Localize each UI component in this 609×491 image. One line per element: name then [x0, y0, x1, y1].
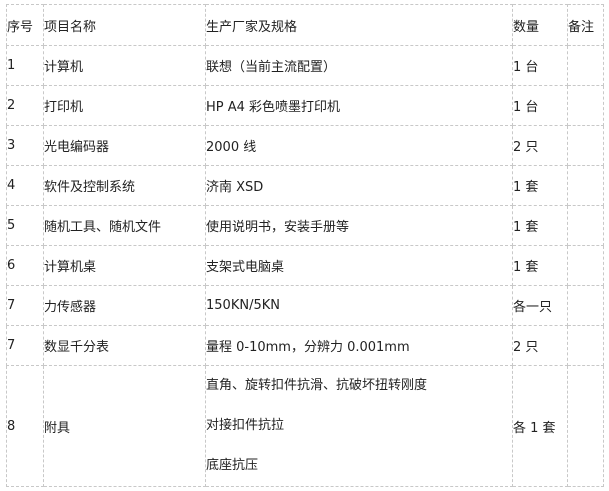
cell-note: [567, 205, 604, 246]
cell-note: [567, 45, 604, 86]
cell-no: 7: [6, 285, 44, 326]
cell-name: 附具: [43, 365, 206, 487]
cell-spec: 直角、旋转扣件抗滑、抗破坏扭转刚度 对接扣件抗拉 底座抗压: [205, 365, 513, 487]
header-qty: 数量: [512, 4, 568, 46]
cell-name: 打印机: [43, 85, 206, 126]
cell-name: 随机工具、随机文件: [43, 205, 206, 246]
table-row: 1 计算机 联想（当前主流配置） 1 台: [6, 45, 604, 86]
table-row: 6 计算机桌 支架式电脑桌 1 套: [6, 245, 604, 286]
cell-qty: 1 台: [512, 85, 568, 126]
cell-note: [567, 325, 604, 366]
cell-note: [567, 285, 604, 326]
header-no: 序号: [6, 4, 44, 46]
cell-qty: 各一只: [512, 285, 568, 326]
cell-spec: HP A4 彩色喷墨打印机: [205, 85, 513, 126]
header-row: 序号 项目名称 生产厂家及规格 数量 备注: [6, 4, 604, 46]
table-row: 4 软件及控制系统 济南 XSD 1 套: [6, 165, 604, 206]
cell-qty: 2 只: [512, 125, 568, 166]
table-row: 7 数显千分表 量程 0-10mm，分辨力 0.001mm 2 只: [6, 325, 604, 366]
cell-spec: 济南 XSD: [205, 165, 513, 206]
header-name: 项目名称: [43, 4, 206, 46]
cell-note: [567, 165, 604, 206]
cell-no: 4: [6, 165, 44, 206]
cell-note: [567, 245, 604, 286]
table-row: 8 附具 直角、旋转扣件抗滑、抗破坏扭转刚度 对接扣件抗拉 底座抗压 各 1 套: [6, 365, 604, 487]
table-row: 2 打印机 HP A4 彩色喷墨打印机 1 台: [6, 85, 604, 126]
cell-spec: 量程 0-10mm，分辨力 0.001mm: [205, 325, 513, 366]
cell-name: 计算机桌: [43, 245, 206, 286]
header-note: 备注: [567, 4, 604, 46]
spec-line: 底座抗压: [206, 458, 259, 473]
cell-no: 7: [6, 325, 44, 366]
cell-no: 1: [6, 45, 44, 86]
cell-note: [567, 125, 604, 166]
cell-qty: 1 台: [512, 45, 568, 86]
cell-name: 力传感器: [43, 285, 206, 326]
cell-spec: 150KN/5KN: [205, 285, 513, 326]
cell-name: 数显千分表: [43, 325, 206, 366]
spec-line: 直角、旋转扣件抗滑、抗破坏扭转刚度: [206, 378, 428, 393]
cell-qty: 1 套: [512, 205, 568, 246]
cell-qty: 各 1 套: [512, 365, 568, 487]
cell-qty: 2 只: [512, 325, 568, 366]
cell-note: [567, 85, 604, 126]
cell-no: 2: [6, 85, 44, 126]
spec-line: 对接扣件抗拉: [206, 418, 285, 433]
cell-spec: 使用说明书，安装手册等: [205, 205, 513, 246]
cell-no: 6: [6, 245, 44, 286]
table-row: 5 随机工具、随机文件 使用说明书，安装手册等 1 套: [6, 205, 604, 246]
header-spec: 生产厂家及规格: [205, 4, 513, 46]
cell-name: 光电编码器: [43, 125, 206, 166]
cell-name: 计算机: [43, 45, 206, 86]
cell-spec: 联想（当前主流配置）: [205, 45, 513, 86]
cell-spec: 支架式电脑桌: [205, 245, 513, 286]
cell-qty: 1 套: [512, 165, 568, 206]
cell-name: 软件及控制系统: [43, 165, 206, 206]
cell-qty: 1 套: [512, 245, 568, 286]
cell-no: 5: [6, 205, 44, 246]
cell-note: [567, 365, 604, 487]
table-row: 7 力传感器 150KN/5KN 各一只: [6, 285, 604, 326]
cell-spec: 2000 线: [205, 125, 513, 166]
cell-no: 3: [6, 125, 44, 166]
cell-no: 8: [6, 365, 44, 487]
